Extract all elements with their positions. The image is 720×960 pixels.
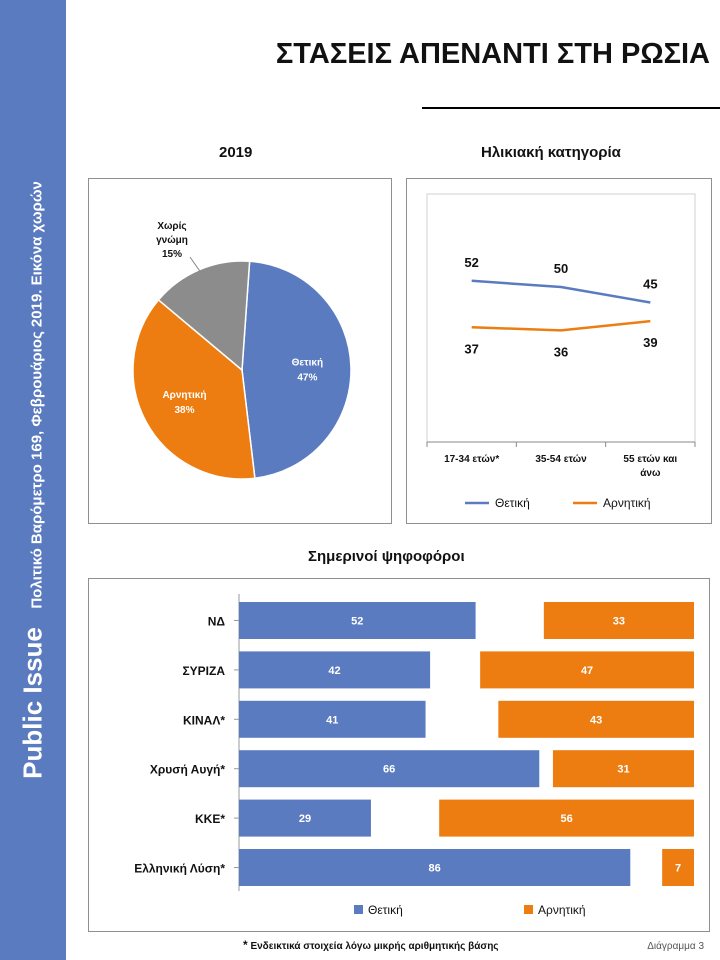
positive-bar (239, 750, 540, 788)
positive-bar (239, 651, 431, 689)
positive-value-label: 42 (328, 665, 340, 677)
positive-value-label: 86 (429, 863, 441, 875)
positive-bar (239, 849, 631, 886)
category-label: ΝΔ (208, 615, 226, 629)
survey-source: Πολιτικό Βαρόμετρο 169, Φεβρουάριος 2019… (28, 181, 46, 609)
footnote-marker: * (243, 938, 248, 952)
x-tick-label: 55 ετών και (623, 454, 677, 465)
pie-chart-panel: Θετική 47% Αρνητική 38% Χωρίς γνώμη 15% (88, 178, 392, 524)
slice-label: Αρνητική (162, 390, 206, 401)
negative-value-label: 56 (560, 813, 572, 825)
pie-chart: Θετική 47% Αρνητική 38% Χωρίς γνώμη 15% (132, 221, 352, 480)
x-tick-label: άνω (640, 468, 661, 479)
positive-value-label: 41 (326, 714, 338, 726)
positive-bar (239, 700, 426, 738)
negative-value-label: 47 (581, 665, 593, 677)
negative-bar (480, 651, 694, 689)
line-chart-panel: 17-34 ετών* 35-54 ετών 55 ετών και άνω 52 50 4… (406, 178, 712, 524)
series-line (471, 319, 651, 332)
negative-bar (498, 700, 694, 738)
bar-chart-title: Σημερινοί ψηφοφόροι (308, 548, 465, 565)
negative-value-label: 7 (675, 863, 681, 875)
pie-chart-title: 2019 (219, 144, 253, 161)
slice-value-label: 38% (174, 405, 194, 416)
positive-bar (239, 602, 476, 639)
positive-value-label: 52 (351, 616, 363, 628)
bar-chart: ΝΔ 52 33 ΣΥΡΙΖΑ 42 47 ΚΙΝΑΛ* 41 43 Χρυσή Αυγή* 66 3… (134, 594, 694, 917)
line-chart-title: Ηλικιακή κατηγορία (481, 144, 621, 161)
category-label: Ελληνική Λύση* (134, 862, 225, 876)
data-label: 50 (554, 261, 568, 276)
legend-swatch (354, 905, 363, 914)
legend-label: Αρνητική (538, 903, 586, 917)
title-underline (422, 107, 720, 109)
category-label: ΚΙΝΑΛ* (183, 713, 225, 727)
data-label: 37 (464, 341, 478, 356)
sidebar-text: Public Issue Πολιτικό Βαρόμετρο 169, Φεβ… (18, 181, 49, 779)
negative-bar (439, 799, 694, 837)
data-label: 36 (554, 344, 568, 359)
data-label: 39 (643, 335, 657, 350)
data-label: 52 (464, 255, 478, 270)
category-label: ΣΥΡΙΖΑ (182, 664, 225, 678)
bar-chart-panel: ΝΔ 52 33 ΣΥΡΙΖΑ 42 47 ΚΙΝΑΛ* 41 43 Χρυσή Αυγή* 66 3… (88, 578, 710, 932)
negative-value-label: 33 (613, 616, 625, 628)
legend-label: Θετική (368, 903, 403, 917)
negative-value-label: 43 (590, 714, 602, 726)
data-label: 45 (643, 277, 657, 292)
slice-label: Θετική (292, 357, 323, 368)
page-title: ΣΤΑΣΕΙΣ ΑΠΕΝΑΝΤΙ ΣΤΗ ΡΩΣΙΑ (275, 38, 710, 70)
footnote-text: Ενδεικτικά στοιχεία λόγω μικρής αριθμητι… (250, 941, 499, 952)
brand-name: Public Issue (17, 627, 48, 779)
pie-slice (241, 260, 352, 480)
plot-area (426, 193, 696, 443)
x-tick-label: 17-34 ετών* (444, 454, 499, 465)
pie-slice (132, 298, 256, 480)
legend-label: Αρνητική (603, 496, 651, 510)
category-label: Χρυσή Αυγή* (150, 763, 225, 777)
legend-swatch (524, 905, 533, 914)
footnote: * Ενδεικτικά στοιχεία λόγω μικρής αριθμη… (243, 938, 499, 952)
sidebar: Public Issue Πολιτικό Βαρόμετρο 169, Φεβ… (0, 0, 66, 960)
slice-label: Χωρίς (157, 221, 186, 232)
line-chart: 17-34 ετών* 35-54 ετών 55 ετών και άνω 52 50 4… (426, 193, 696, 510)
slice-value-label: 15% (162, 249, 182, 260)
positive-value-label: 29 (299, 813, 311, 825)
slice-label: γνώμη (156, 235, 188, 246)
x-tick-label: 35-54 ετών (535, 454, 587, 465)
diagram-number: Διάγραμμα 3 (647, 941, 704, 952)
negative-bar (552, 750, 694, 788)
leader-line (189, 256, 201, 272)
series-line (471, 279, 651, 304)
negative-value-label: 31 (617, 764, 629, 776)
positive-bar (239, 799, 371, 837)
legend-label: Θετική (495, 496, 530, 510)
slice-value-label: 47% (297, 372, 317, 383)
positive-value-label: 66 (383, 764, 395, 776)
negative-bar (543, 602, 694, 639)
category-label: ΚΚΕ* (195, 812, 225, 826)
negative-bar (662, 849, 694, 886)
